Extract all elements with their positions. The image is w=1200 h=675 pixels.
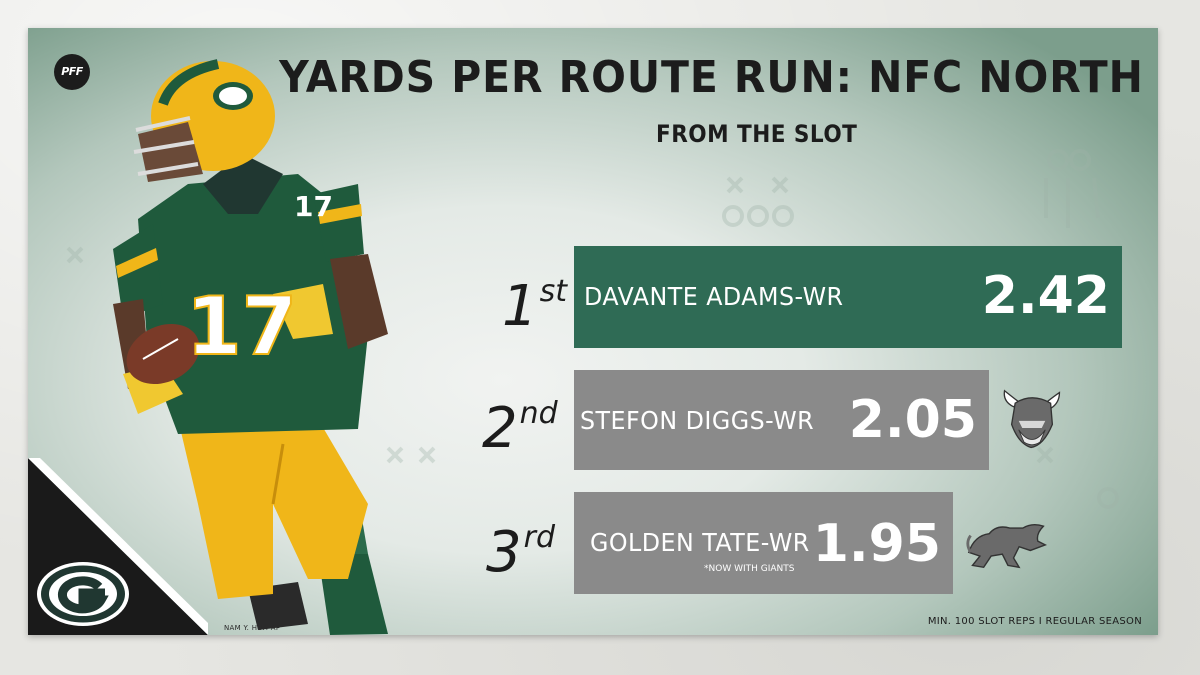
vikings-icon: [1003, 389, 1061, 449]
rank-label: 2nd: [482, 396, 558, 461]
photo-credit: NAM Y. HUH AP: [224, 624, 281, 632]
bar-davante-adams: DAVANTE ADAMS-WR 2.42: [574, 246, 1122, 348]
chart-footnote: MIN. 100 SLOT REPS I REGULAR SEASON: [927, 616, 1142, 627]
bar-stefon-diggs: STEFON DIGGS-WR 2.05: [574, 370, 989, 470]
bar-value-label: 2.42: [981, 266, 1110, 326]
rank-label: 1st: [502, 274, 567, 339]
bar-value-label: 1.95: [812, 514, 941, 574]
rank-suffix: nd: [519, 396, 558, 431]
infographic-card: PFF 17 17: [28, 28, 1158, 635]
rank-suffix: rd: [523, 520, 556, 555]
lions-icon: [966, 524, 1048, 569]
bar-note: *NOW WITH GIANTS: [704, 564, 795, 574]
rank-number: 1: [502, 274, 538, 339]
svg-text:17: 17: [186, 280, 297, 373]
chart-title: YARDS PER ROUTE RUN: NFC NORTH: [279, 52, 1144, 103]
chart-subtitle: FROM THE SLOT: [656, 120, 858, 148]
bar-player-name: STEFON DIGGS-WR: [580, 406, 815, 435]
playbook-background: [66, 149, 1119, 509]
bar-player-name: DAVANTE ADAMS-WR: [584, 282, 844, 311]
rank-number: 2: [482, 396, 518, 461]
pff-logo: PFF: [54, 54, 90, 90]
rank-label: 3rd: [486, 520, 555, 585]
rank-number: 3: [486, 520, 522, 585]
player-photo: 17 17: [113, 59, 388, 635]
bar-player-name: GOLDEN TATE-WR: [590, 528, 810, 557]
svg-text:17: 17: [294, 190, 333, 223]
bar-golden-tate: GOLDEN TATE-WR *NOW WITH GIANTS 1.95: [574, 492, 953, 594]
rank-suffix: st: [539, 274, 568, 309]
packers-logo-icon: [37, 562, 129, 626]
bar-value-label: 2.05: [848, 390, 977, 450]
